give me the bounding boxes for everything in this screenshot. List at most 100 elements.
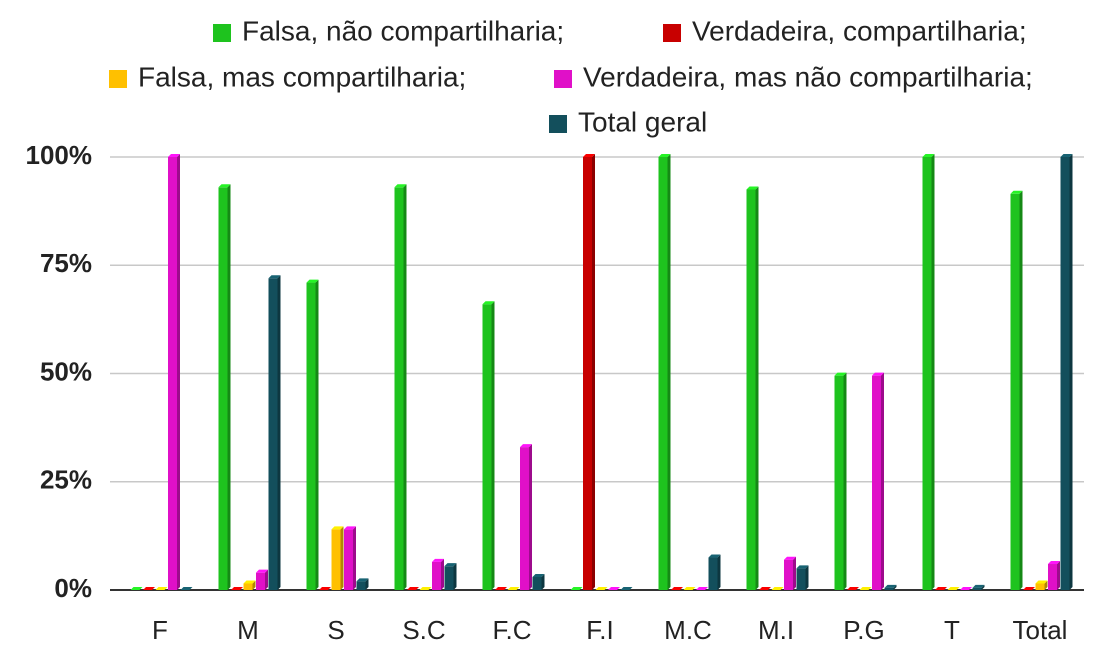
bar-face <box>143 587 155 590</box>
bar-face <box>834 375 844 590</box>
bar-face <box>683 587 696 590</box>
bar <box>771 587 784 591</box>
x-tick-label: M <box>237 615 259 645</box>
x-tick-label: Total <box>1013 615 1068 645</box>
bar <box>444 563 457 590</box>
bar-face <box>168 154 180 157</box>
bar-face <box>717 554 721 590</box>
bar <box>356 578 369 590</box>
bar-face <box>671 587 683 590</box>
legend-swatch <box>213 24 231 42</box>
bar-face <box>793 556 796 590</box>
bar-face <box>243 580 256 584</box>
bar-face <box>834 372 847 376</box>
bar-face <box>755 186 759 590</box>
bar <box>419 587 432 591</box>
bar <box>243 580 256 590</box>
bar-face <box>529 444 532 590</box>
bar-face <box>696 587 708 590</box>
bar-face <box>972 584 985 588</box>
bar-face <box>520 444 532 448</box>
x-tick-label: T <box>944 615 960 645</box>
bar-face <box>319 587 331 590</box>
bar-face <box>759 587 771 590</box>
bar-face <box>177 154 180 590</box>
bar-face <box>277 275 281 590</box>
bar-face <box>784 559 793 590</box>
bar-face <box>922 157 932 590</box>
bar-face <box>444 563 457 567</box>
bar <box>331 526 344 590</box>
bar-face <box>331 526 344 530</box>
bar <box>708 554 721 590</box>
bar-face <box>931 154 935 590</box>
bar-face <box>243 583 253 590</box>
bar <box>583 154 595 590</box>
bar-face <box>256 572 265 590</box>
bar-face <box>1057 561 1060 590</box>
bar-face <box>403 184 407 590</box>
bar-face <box>227 184 231 590</box>
y-tick-label: 25% <box>40 465 92 495</box>
bar <box>872 372 884 590</box>
legend-swatch <box>549 115 567 133</box>
bar-face <box>922 154 935 157</box>
bar <box>1048 561 1060 590</box>
y-tick-label: 0% <box>54 573 92 603</box>
bar <box>595 587 608 591</box>
bar-face <box>981 584 985 590</box>
x-tick-label: F.C <box>493 615 532 645</box>
bar-face <box>884 587 894 590</box>
bar-face <box>482 304 492 590</box>
x-tick-label: F <box>152 615 168 645</box>
bar-face <box>453 563 457 590</box>
bar-face <box>507 587 520 590</box>
bar <box>1035 580 1048 590</box>
bar <box>394 184 407 590</box>
bar <box>671 587 683 591</box>
y-tick-label: 50% <box>40 356 92 386</box>
bar <box>130 587 143 591</box>
bar <box>507 587 520 591</box>
bar-face <box>796 565 809 569</box>
bar-face <box>784 556 796 560</box>
bar-face <box>972 587 982 590</box>
x-tick-label: M.C <box>664 615 712 645</box>
bar-face <box>843 372 847 590</box>
bar-face <box>491 301 495 590</box>
bar-face <box>1010 190 1023 194</box>
bar <box>306 279 319 590</box>
bar-face <box>796 568 806 590</box>
bar-face <box>256 569 268 573</box>
bar-face <box>268 275 281 279</box>
bar-face <box>746 189 756 590</box>
bar-face <box>218 187 228 590</box>
bar <box>495 587 507 591</box>
bar-face <box>306 279 319 283</box>
bar-face <box>1048 561 1060 565</box>
bar-face <box>520 447 529 590</box>
bar-face <box>771 587 784 590</box>
bar-face <box>708 554 721 558</box>
bar-face <box>893 584 897 590</box>
bar-face <box>306 282 316 590</box>
legend-label: Verdadeira, compartilharia; <box>692 15 1027 46</box>
bar <box>143 587 155 591</box>
bar <box>834 372 847 590</box>
bar-face <box>444 566 454 590</box>
bar-face <box>592 154 595 590</box>
x-tick-label: S <box>327 615 344 645</box>
bar-face <box>847 587 859 590</box>
bar-face <box>340 526 344 590</box>
bar-face <box>583 154 595 157</box>
bar <box>168 154 180 590</box>
bar <box>947 587 960 591</box>
bar-face <box>1023 587 1035 590</box>
bar-face <box>394 184 407 188</box>
bar-face <box>1010 193 1020 590</box>
bar-face <box>1035 580 1048 584</box>
bar-face <box>231 587 243 590</box>
bar-face <box>432 558 444 562</box>
bar-face <box>353 526 356 590</box>
x-tick-label: P.G <box>843 615 884 645</box>
